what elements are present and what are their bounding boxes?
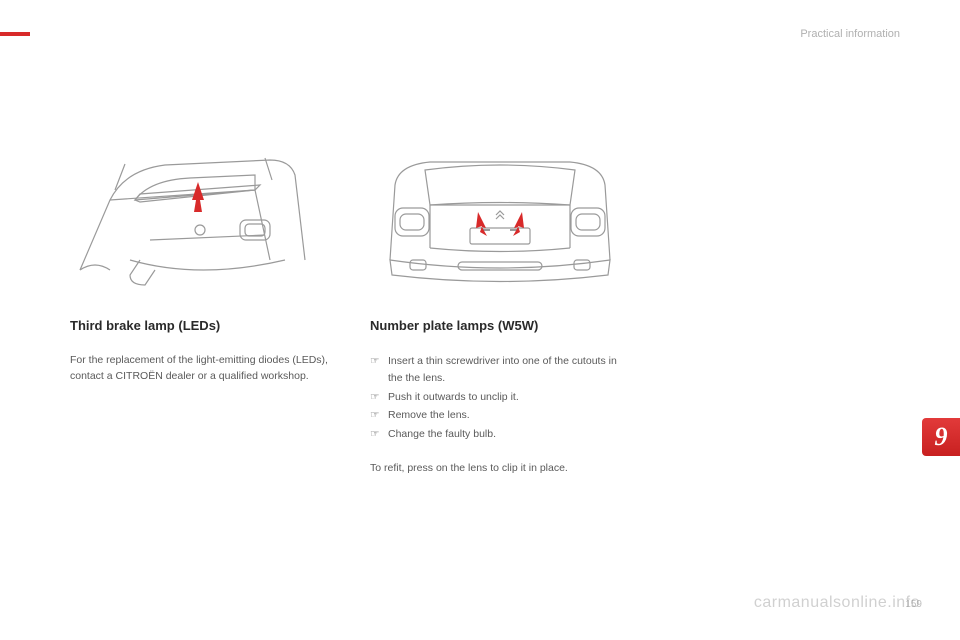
illustration-third-brake-lamp (70, 130, 330, 300)
column-number-plate-lamps: Number plate lamps (W5W) ☞ Insert a thin… (370, 130, 630, 489)
column-third-brake-lamp: Third brake lamp (LEDs) For the replacem… (70, 130, 330, 489)
watermark: carmanualsonline.info (754, 594, 920, 612)
step-marker-icon: ☞ (370, 389, 388, 406)
step-row: ☞ Push it outwards to unclip it. (370, 389, 630, 406)
step-text: Insert a thin screwdriver into one of th… (388, 353, 630, 387)
illustration-number-plate-lamps (370, 130, 630, 300)
step-marker-icon: ☞ (370, 407, 388, 424)
step-row: ☞ Insert a thin screwdriver into one of … (370, 353, 630, 387)
step-row: ☞ Change the faulty bulb. (370, 426, 630, 443)
subhead-number-plate-lamps: Number plate lamps (W5W) (370, 318, 630, 333)
step-row: ☞ Remove the lens. (370, 407, 630, 424)
step-text: Push it outwards to unclip it. (388, 389, 519, 406)
chapter-tab: 9 (922, 418, 960, 456)
main-content: Third brake lamp (LEDs) For the replacem… (70, 130, 890, 489)
step-marker-icon: ☞ (370, 353, 388, 387)
header-section-label: Practical information (800, 28, 900, 40)
step-text: Change the faulty bulb. (388, 426, 496, 443)
header-accent-bar (0, 32, 30, 36)
footer-number-plate-lamps: To refit, press on the lens to clip it i… (370, 461, 630, 477)
step-text: Remove the lens. (388, 407, 470, 424)
body-third-brake-lamp: For the replacement of the light-emittin… (70, 353, 330, 385)
steps-number-plate-lamps: ☞ Insert a thin screwdriver into one of … (370, 353, 630, 443)
step-marker-icon: ☞ (370, 426, 388, 443)
subhead-third-brake-lamp: Third brake lamp (LEDs) (70, 318, 330, 333)
